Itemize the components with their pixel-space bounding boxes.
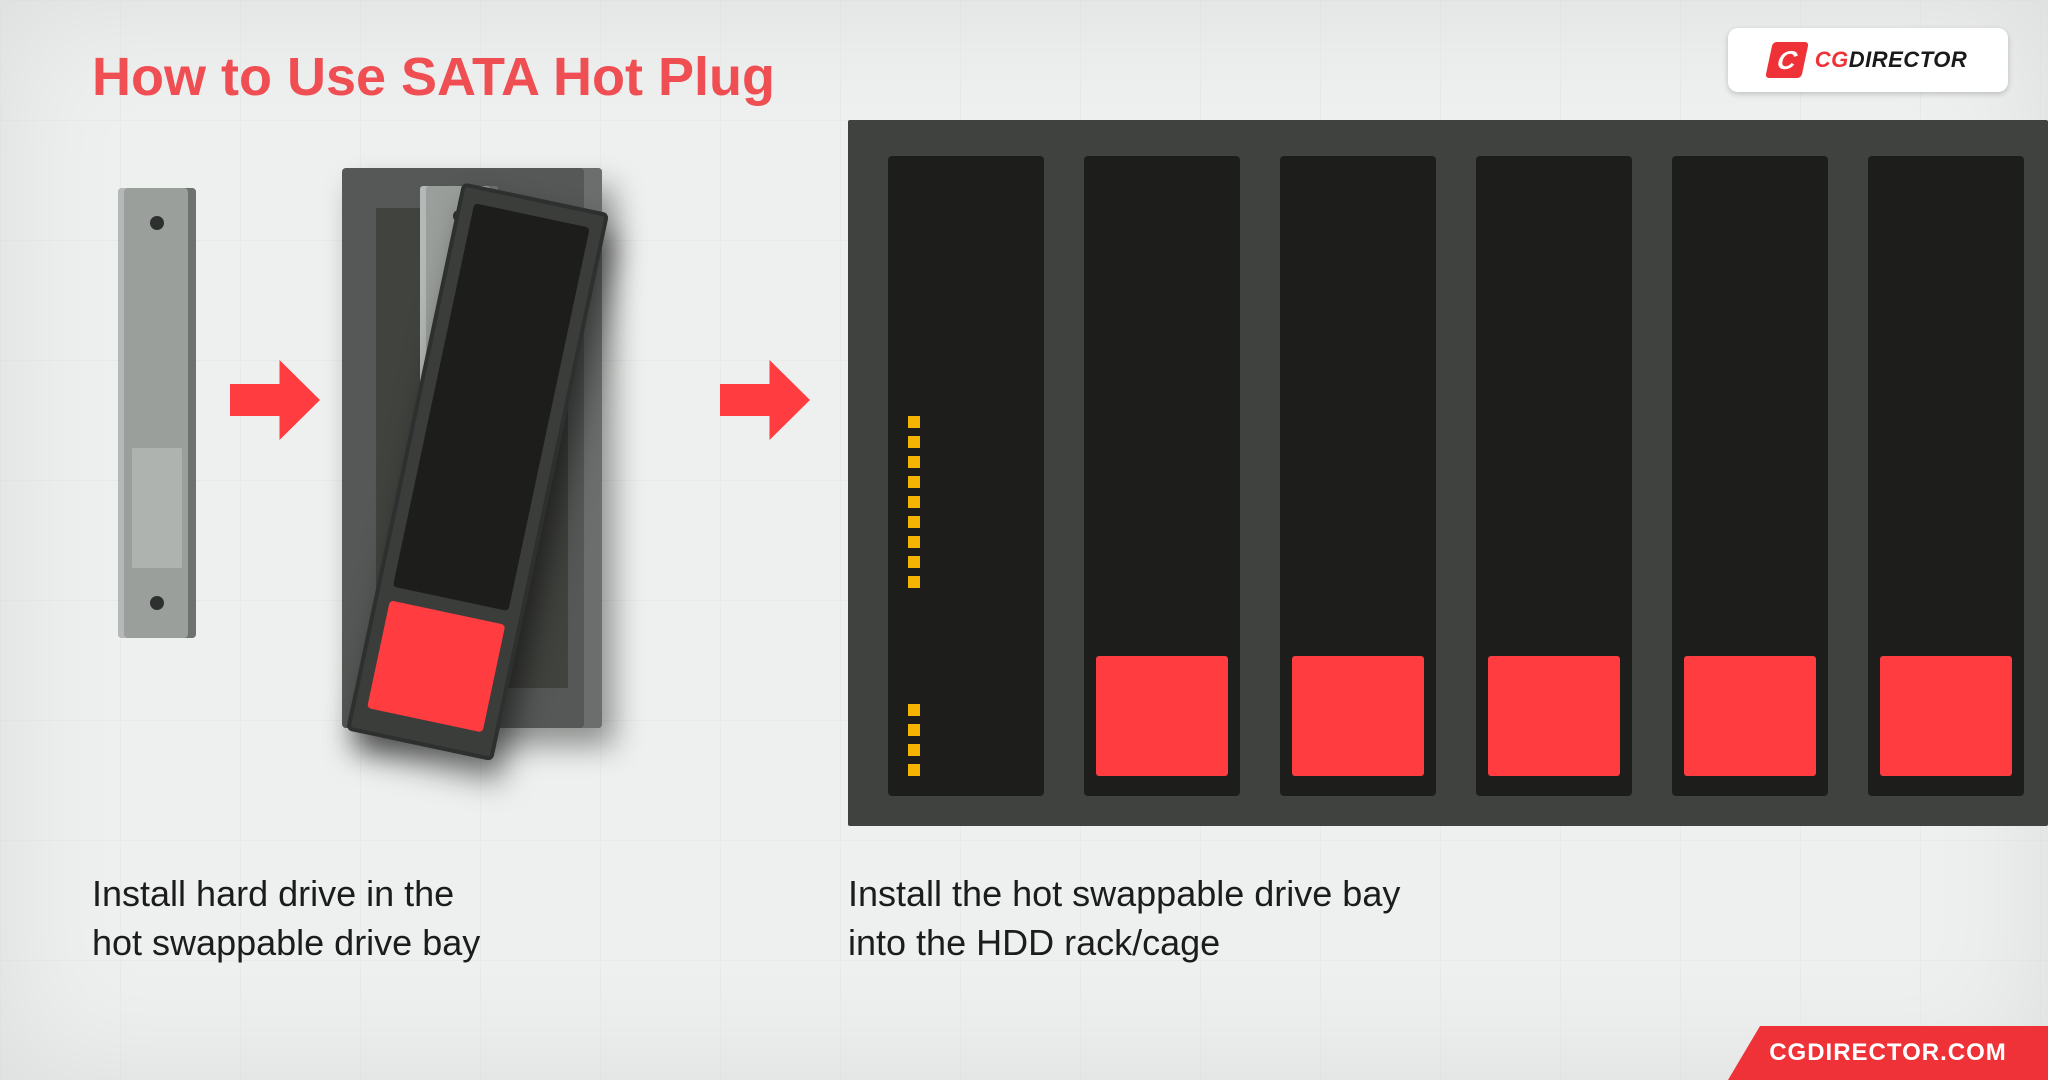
bay-activity-led [908,556,920,568]
bay-activity-led [908,436,920,448]
drive-label [132,448,182,568]
footer-tab: CGDIRECTOR.COM [1728,1026,2048,1080]
bay-activity-led [908,536,920,548]
brand-logo-mark: C [1765,42,1809,78]
caption-line: into the HDD rack/cage [848,922,1220,963]
brand-logo-text: CGDIRECTOR [1815,47,1968,73]
rack-bay [888,156,1044,796]
bay-activity-led [908,476,920,488]
bay-activity-led [908,576,920,588]
step2-caption: Install the hot swappable drive bay into… [848,870,1400,967]
hdd-rack [848,120,2048,826]
arrow-icon [720,360,810,440]
bay-activity-led [908,704,920,716]
screw-icon [150,596,164,610]
bay-activity-led [908,416,920,428]
brand-part2: DIRECTOR [1849,47,1968,72]
step1-caption: Install hard drive in the hot swappable … [92,870,480,967]
brand-logo-badge: C CGDIRECTOR [1728,28,2008,92]
bay-eject-button [1684,656,1816,776]
caddy-door-latch [367,600,505,732]
rack-bay [1868,156,2024,796]
rack-bay [1672,156,1828,796]
hard-drive-illustration [118,188,196,638]
rack-bay [1084,156,1240,796]
bay-eject-button [1488,656,1620,776]
caption-line: Install hard drive in the [92,873,454,914]
bay-eject-button [1096,656,1228,776]
brand-part1: CG [1815,47,1849,72]
bay-activity-led [908,724,920,736]
bay-activity-led [908,744,920,756]
rack-bay [1476,156,1632,796]
infographic-canvas: How to Use SATA Hot Plug C CGDIRECTOR In… [0,0,2048,1080]
bay-activity-led [908,456,920,468]
rack-bay [1280,156,1436,796]
bay-eject-button [1292,656,1424,776]
caption-line: hot swappable drive bay [92,922,480,963]
bay-activity-led [908,764,920,776]
bay-eject-button [1880,656,2012,776]
arrow-icon [230,360,320,440]
page-title: How to Use SATA Hot Plug [92,46,775,108]
screw-icon [150,216,164,230]
bay-activity-led [908,496,920,508]
caption-line: Install the hot swappable drive bay [848,873,1400,914]
bay-activity-led [908,516,920,528]
